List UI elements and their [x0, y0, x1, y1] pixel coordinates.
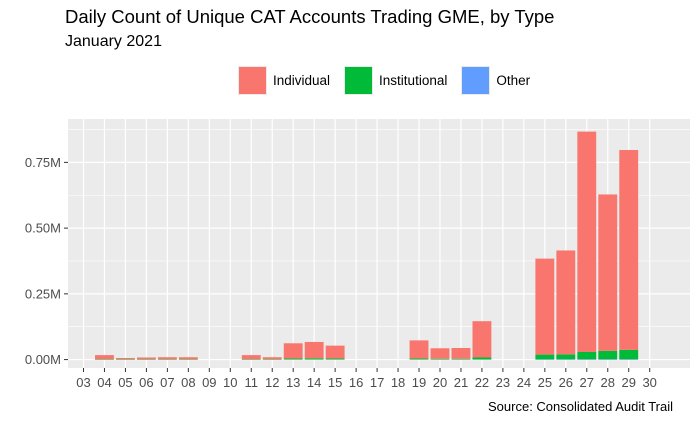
x-tick-label: 26	[559, 375, 573, 390]
x-tick-label: 29	[621, 375, 635, 390]
plot-panel	[68, 119, 690, 368]
bar-individual-26	[556, 250, 576, 355]
x-tick-label: 19	[412, 375, 426, 390]
y-tick-label: 0.50M	[25, 221, 61, 236]
x-tick-label: 11	[245, 375, 259, 390]
x-tick-label: 20	[433, 375, 447, 390]
legend-key-individual	[238, 66, 267, 95]
x-tick-label: 09	[202, 375, 216, 390]
x-tick-label: 30	[642, 375, 656, 390]
x-tick-label: 27	[580, 375, 594, 390]
x-tick-label: 28	[601, 375, 615, 390]
bar-institutional-07	[157, 359, 177, 360]
x-tick-label: 14	[307, 375, 321, 390]
bar-individual-13	[283, 343, 303, 359]
x-tick-label: 23	[496, 375, 510, 390]
bar-individual-08	[178, 357, 198, 360]
legend-item-individual: Individual	[238, 66, 330, 95]
bar-institutional-28	[598, 350, 618, 360]
x-axis: 03 04 05 06 07 08 09 10 11 12 13 14 15 16 17 18 19 20 21 22…	[76, 368, 657, 390]
x-tick-label: 16	[349, 375, 363, 390]
bar-individual-04	[95, 355, 114, 360]
bar-institutional-27	[577, 351, 597, 360]
legend-label-institutional: Institutional	[379, 73, 448, 88]
x-tick-label: 25	[538, 375, 552, 390]
bar-individual-22	[472, 321, 492, 358]
legend: Individual Institutional Other	[238, 66, 544, 95]
y-tick-label: 0.00M	[25, 352, 61, 367]
bar-individual-07	[157, 357, 177, 360]
bar-individual-20	[430, 348, 450, 359]
x-tick-label: 15	[328, 375, 342, 390]
bar-institutional-29	[619, 349, 639, 360]
bar-institutional-25	[535, 354, 555, 360]
x-tick-label: 03	[76, 375, 90, 390]
x-tick-label: 13	[286, 375, 300, 390]
bar-individual-25	[535, 258, 555, 355]
bar-individual-21	[451, 348, 471, 359]
bar-institutional-11	[241, 359, 261, 360]
bar-institutional-22	[472, 357, 492, 360]
bar-institutional-08	[178, 359, 198, 360]
bar-institutional-06	[136, 359, 156, 360]
legend-label-other: Other	[496, 73, 531, 88]
bar-individual-15	[325, 345, 345, 359]
legend-label-individual: Individual	[273, 73, 331, 88]
bar-individual-29	[619, 150, 639, 350]
bar-other-29	[619, 359, 639, 360]
bar-individual-28	[598, 194, 618, 351]
x-tick-label: 05	[118, 375, 132, 390]
chart-title: Daily Count of Unique CAT Accounts Tradi…	[65, 6, 555, 27]
y-tick-label: 0.75M	[25, 155, 61, 170]
bar-institutional-26	[556, 354, 576, 360]
x-tick-label: 06	[139, 375, 153, 390]
chart-caption: Source: Consolidated Audit Trail	[488, 399, 673, 414]
x-tick-label: 08	[181, 375, 195, 390]
bar-institutional-20	[430, 358, 450, 360]
x-tick-label: 17	[370, 375, 384, 390]
x-tick-label: 21	[454, 375, 468, 390]
legend-item-institutional: Institutional	[344, 66, 447, 95]
bar-other-28	[598, 359, 618, 360]
legend-key-other	[461, 66, 491, 95]
legend-key-institutional	[344, 66, 374, 95]
x-tick-label: 12	[265, 375, 279, 390]
bar-individual-27	[577, 131, 597, 352]
x-tick-label: 07	[160, 375, 174, 390]
x-tick-label: 22	[475, 375, 489, 390]
x-tick-label: 10	[223, 375, 237, 390]
legend-swatch-individual	[239, 67, 266, 94]
bar-other-26	[556, 359, 576, 360]
bar-institutional-15	[325, 358, 345, 360]
bar-individual-12	[262, 357, 282, 360]
x-tick-label: 04	[97, 375, 111, 390]
chart-subtitle: January 2021	[65, 33, 162, 50]
bar-other-25	[535, 359, 555, 360]
y-tick-label: 0.25M	[25, 286, 61, 301]
x-tick-label: 18	[391, 375, 405, 390]
bar-other-27	[577, 359, 597, 360]
bar-institutional-04	[95, 359, 114, 360]
x-tick-label: 24	[517, 375, 531, 390]
bar-institutional-13	[283, 358, 303, 360]
bar-individual-11	[241, 355, 261, 360]
legend-swatch-other	[462, 67, 490, 94]
bar-institutional-05	[116, 359, 135, 360]
bar-individual-14	[304, 341, 324, 359]
bar-institutional-19	[409, 358, 429, 360]
bars	[95, 131, 639, 360]
legend-swatch-institutional	[345, 67, 373, 94]
bar-institutional-21	[451, 358, 471, 360]
y-axis: 0.00M 0.25M 0.50M 0.75M	[25, 155, 68, 367]
bar-institutional-12	[262, 359, 282, 360]
bar-individual-06	[136, 357, 156, 360]
legend-item-other: Other	[461, 66, 530, 95]
bar-individual-05	[116, 358, 135, 360]
bar-institutional-14	[304, 358, 324, 360]
bar-individual-19	[409, 340, 429, 359]
